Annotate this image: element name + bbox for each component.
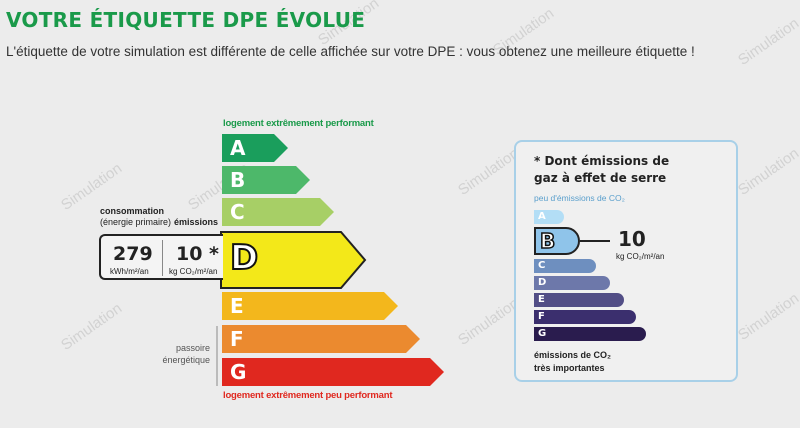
ges-high-line-1: émissions de CO₂ [534,350,612,360]
ges-class-letter: G [538,328,547,339]
ges-class-e: E [534,293,624,307]
ges-title: * Dont émissions de gaz à effet de serre [534,154,670,185]
ges-class-b-current: B [534,227,580,255]
ges-low-label: peu d'émissions de CO₂ [534,193,625,203]
emissions-value: 10 * [176,243,219,265]
dpe-values-box: 279 kWh/m²/an 10 * kg CO₂/m²/an [99,234,223,280]
passoire-bracket [216,326,218,386]
dpe-class-c: C [222,198,334,226]
watermark: Simulation [455,294,523,349]
dpe-class-e: E [222,292,398,320]
dpe-class-letter: C [230,200,245,224]
page-title: VOTRE ÉTIQUETTE DPE ÉVOLUE [6,8,366,32]
ges-value: 10 [618,227,646,251]
ges-class-letter: A [538,211,546,222]
consumption-value: 279 [113,243,153,265]
consumption-label: consommation (énergie primaire) [100,206,171,228]
ges-value-pointer [580,240,610,242]
emissions-unit: kg CO₂/m²/an [169,267,218,276]
label-low-performance: logement extrêmement peu performant [223,390,393,401]
dpe-class-a: A [222,134,288,162]
dpe-class-b: B [222,166,310,194]
consumption-title: consommation [100,206,165,216]
ges-class-a: A [534,210,564,224]
ges-class-c: C [534,259,596,273]
emissions-label: émissions [174,217,219,227]
watermark: Simulation [735,289,800,344]
dpe-current-class-letter: D [229,237,259,279]
label-high-performance: logement extrêmement performant [223,118,374,129]
ges-class-letter: C [538,260,546,271]
dpe-class-letter: G [230,360,247,384]
dpe-class-letter: B [230,168,246,192]
passoire-line-1: passoire [175,343,210,353]
ges-high-line-2: très importantes [534,363,605,373]
passoire-line-2: énergétique [162,355,210,365]
watermark: Simulation [455,144,523,199]
passoire-label: passoire énergétique [150,342,210,366]
watermark: Simulation [735,14,800,69]
ges-current-class-letter: B [539,228,556,254]
ges-panel: * Dont émissions de gaz à effet de serre… [514,140,738,382]
ges-class-letter: D [538,277,547,288]
ges-unit: kg CO₂/m²/an [616,252,665,261]
values-divider [162,240,163,276]
ges-class-d: D [534,276,610,290]
ges-class-letter: F [538,311,545,322]
page-subtitle: L'étiquette de votre simulation est diff… [6,44,695,59]
consumption-subtitle: (énergie primaire) [100,217,172,227]
watermark: Simulation [58,299,126,354]
consumption-unit: kWh/m²/an [110,267,149,276]
dpe-class-letter: F [230,327,244,351]
ges-class-f: F [534,310,636,324]
dpe-class-letter: A [230,136,246,160]
dpe-class-f: F [222,325,420,353]
ges-class-letter: E [538,294,545,305]
ges-high-label: émissions de CO₂ très importantes [534,349,611,375]
watermark: Simulation [735,144,800,199]
ges-class-g: G [534,327,646,341]
dpe-class-g: G [222,358,444,386]
dpe-class-letter: E [230,294,244,318]
